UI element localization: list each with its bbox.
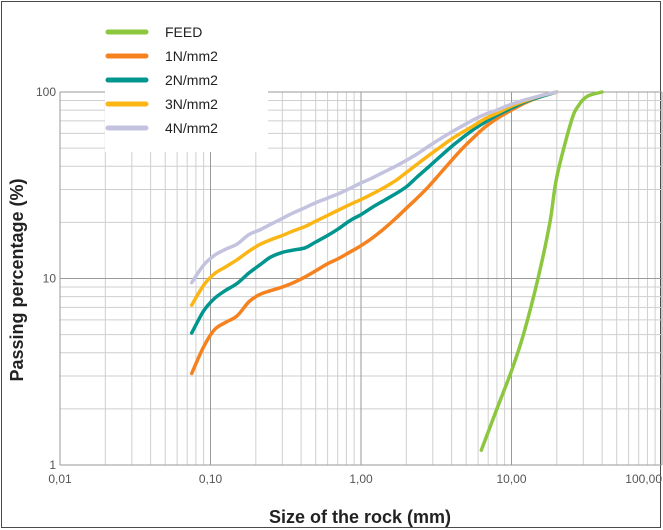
series-lines xyxy=(189,90,604,452)
x-tick-label: 100,00 xyxy=(625,472,662,486)
x-tick-label: 0,01 xyxy=(48,472,72,486)
y-tick-labels: 1 10 100 xyxy=(36,85,56,472)
series-line-1n-mm2 xyxy=(189,90,559,376)
y-tick-label: 100 xyxy=(36,85,56,99)
legend-label-1n-mm2: 1N/mm2 xyxy=(165,48,218,64)
x-tick-label: 0,10 xyxy=(199,472,223,486)
x-tick-labels: 0,01 0,10 1,00 10,00 100,00 xyxy=(48,472,662,486)
y-axis-label: Passing percentage (%) xyxy=(7,178,27,381)
x-tick-label: 10,00 xyxy=(496,472,526,486)
series-line-feed xyxy=(479,90,604,452)
legend-label-2n-mm2: 2N/mm2 xyxy=(165,72,218,88)
legend-label-feed: FEED xyxy=(165,24,202,40)
x-axis-label: Size of the rock (mm) xyxy=(269,507,451,527)
legend: FEED 1N/mm2 2N/mm2 3N/mm2 4N/mm2 xyxy=(105,24,218,136)
series-line-3n-mm2 xyxy=(189,90,559,307)
x-tick-label: 1,00 xyxy=(349,472,373,486)
legend-label-4n-mm2: 4N/mm2 xyxy=(165,120,218,136)
legend-label-3n-mm2: 3N/mm2 xyxy=(165,96,218,112)
series-line-4n-mm2 xyxy=(189,90,559,285)
y-tick-label: 1 xyxy=(49,458,56,472)
series-line-2n-mm2 xyxy=(189,90,559,335)
y-tick-label: 10 xyxy=(43,272,57,286)
